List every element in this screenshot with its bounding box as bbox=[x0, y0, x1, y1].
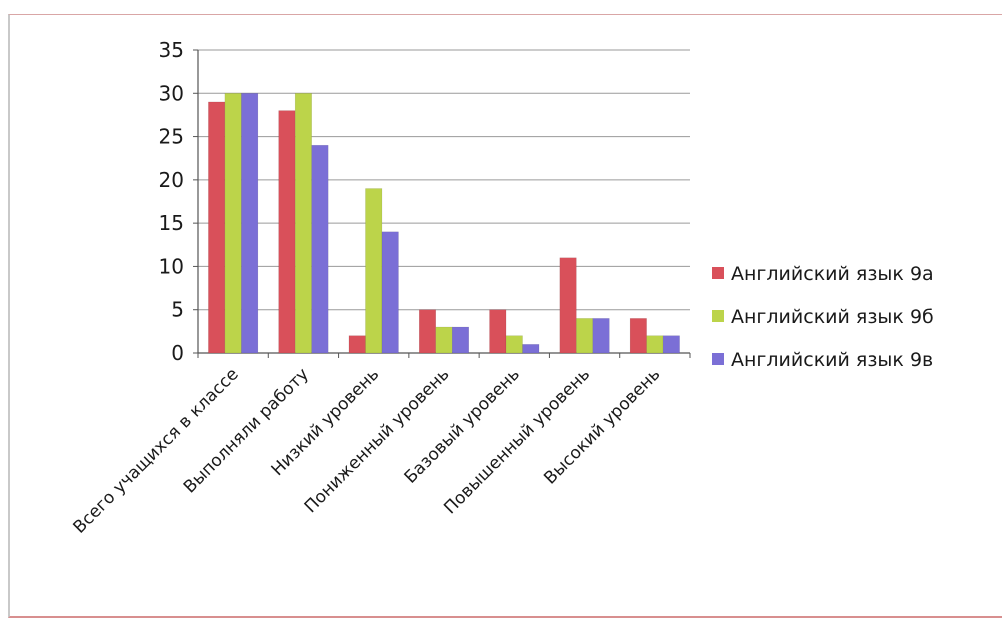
bar bbox=[646, 335, 664, 354]
y-tick-label: 30 bbox=[159, 81, 184, 105]
legend-swatch bbox=[712, 310, 724, 322]
y-tick-label: 15 bbox=[159, 211, 184, 235]
bar bbox=[278, 110, 296, 354]
bar bbox=[224, 93, 242, 354]
y-tick-labels: 0 5 10 15 20 25 30 35 bbox=[159, 38, 184, 365]
axes bbox=[193, 49, 691, 358]
bar bbox=[489, 309, 507, 354]
bar-chart: 0 5 10 15 20 25 30 35 Всего учащихся в классеВы… bbox=[69, 38, 934, 538]
y-tick-label: 20 bbox=[159, 168, 184, 192]
x-category-label: Пониженный уровень bbox=[301, 364, 454, 517]
bar bbox=[662, 335, 680, 354]
y-tick-label: 10 bbox=[159, 254, 184, 278]
legend-swatch bbox=[712, 353, 724, 365]
bar bbox=[348, 335, 366, 354]
bars bbox=[208, 93, 680, 354]
bar bbox=[294, 93, 312, 354]
gridlines bbox=[198, 49, 690, 311]
bar bbox=[452, 326, 469, 354]
y-tick-label: 25 bbox=[159, 125, 184, 149]
bar bbox=[381, 231, 399, 354]
x-category-label: Высокий уровень bbox=[540, 364, 664, 488]
x-category-label: Выполняли работу bbox=[180, 364, 313, 497]
bar bbox=[435, 326, 453, 354]
bar bbox=[365, 188, 383, 354]
bar bbox=[522, 344, 540, 354]
legend-label: Английский язык 9б bbox=[731, 306, 934, 328]
y-tick-label: 0 bbox=[171, 341, 184, 365]
y-tick-label: 5 bbox=[171, 298, 184, 322]
legend-label: Английский язык 9в bbox=[731, 349, 933, 371]
bar bbox=[241, 93, 259, 354]
legend-label: Английский язык 9а bbox=[731, 263, 934, 285]
x-category-label: Базовый уровень bbox=[401, 364, 524, 487]
chart-frame: 0 5 10 15 20 25 30 35 Всего учащихся в классе Вы… bbox=[8, 14, 1002, 618]
x-category-label: Повышенный уровень bbox=[440, 364, 594, 518]
bar bbox=[629, 318, 647, 354]
bar bbox=[592, 318, 610, 354]
legend-swatch bbox=[712, 267, 724, 279]
bar bbox=[559, 257, 577, 354]
y-tick-label: 35 bbox=[159, 38, 184, 62]
bar bbox=[419, 309, 436, 354]
legend: Английский язык 9а Английский язык 9б Англ… bbox=[712, 263, 934, 371]
bar bbox=[576, 318, 594, 354]
bar bbox=[505, 335, 523, 354]
bar bbox=[311, 144, 329, 354]
bar bbox=[208, 101, 226, 354]
